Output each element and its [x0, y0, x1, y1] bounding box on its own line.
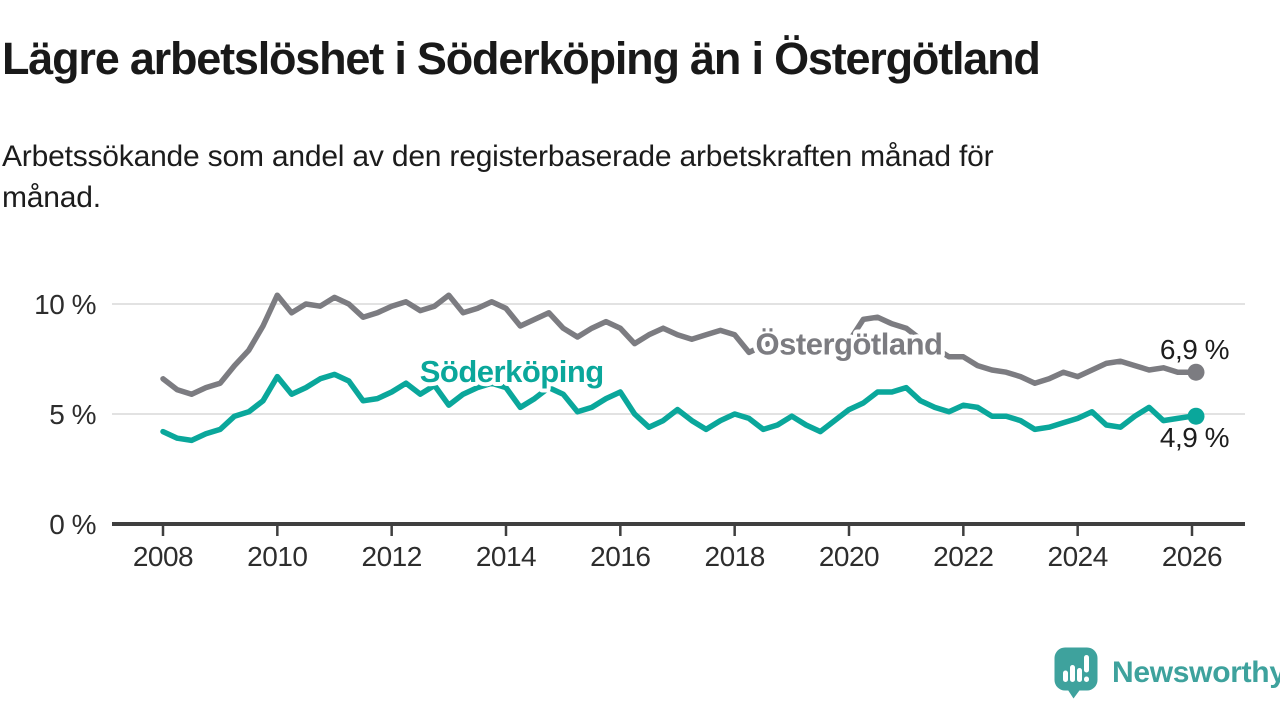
x-tick-label: 2022 [933, 541, 993, 572]
logo-bar-2 [1070, 665, 1075, 682]
newsworthy-logo-text: Newsworthy [1112, 656, 1280, 689]
y-tick-label: 10 % [34, 289, 96, 320]
y-tick-label: 5 % [49, 399, 96, 430]
newsworthy-logo-icon [1054, 647, 1098, 699]
logo-exclamation-dot [1084, 676, 1089, 682]
x-tick-label: 2020 [819, 541, 879, 572]
chart-title: Lägre arbetslöshet i Söderköping än i Ös… [2, 33, 1041, 84]
chart-subtitle: Arbetssökande som andel av den registerb… [2, 140, 994, 215]
end-value-label-östergötland: 6,9 % [1160, 334, 1229, 365]
logo-bar-3 [1077, 668, 1082, 682]
series-line-östergötland [160, 292, 1195, 397]
end-value-label-söderköping: 4,9 % [1160, 422, 1229, 453]
x-tick-label: 2018 [705, 541, 765, 572]
logo-bar-1 [1063, 670, 1068, 682]
series-end-dot-östergötland [1187, 363, 1205, 381]
series-end-dot-söderköping [1187, 407, 1205, 425]
x-tick-label: 2008 [133, 541, 193, 572]
line-chart: 2008 2010 2012 2014 2016 2018 2020 2022 2024 2026… [0, 270, 1280, 600]
y-tick-label: 0 % [49, 509, 96, 540]
series-label-söderköping: Söderköping [420, 354, 604, 389]
x-tick-label: 2026 [1162, 541, 1222, 572]
x-tick-label: 2024 [1048, 541, 1108, 572]
line-chart-canvas: 2008 2010 2012 2014 2016 2018 2020 2022 2024 2026… [34, 289, 1245, 572]
x-tick-label: 2016 [590, 541, 650, 572]
x-tick-label: 2010 [247, 541, 307, 572]
newsworthy-logo: Newsworthy [1054, 647, 1280, 699]
x-tick-label: 2012 [362, 541, 422, 572]
series-line-söderköping [160, 371, 1195, 444]
x-tick-label: 2014 [476, 541, 536, 572]
logo-exclamation-bar [1084, 655, 1089, 673]
series-label-östergötland: Östergötland [756, 327, 943, 362]
